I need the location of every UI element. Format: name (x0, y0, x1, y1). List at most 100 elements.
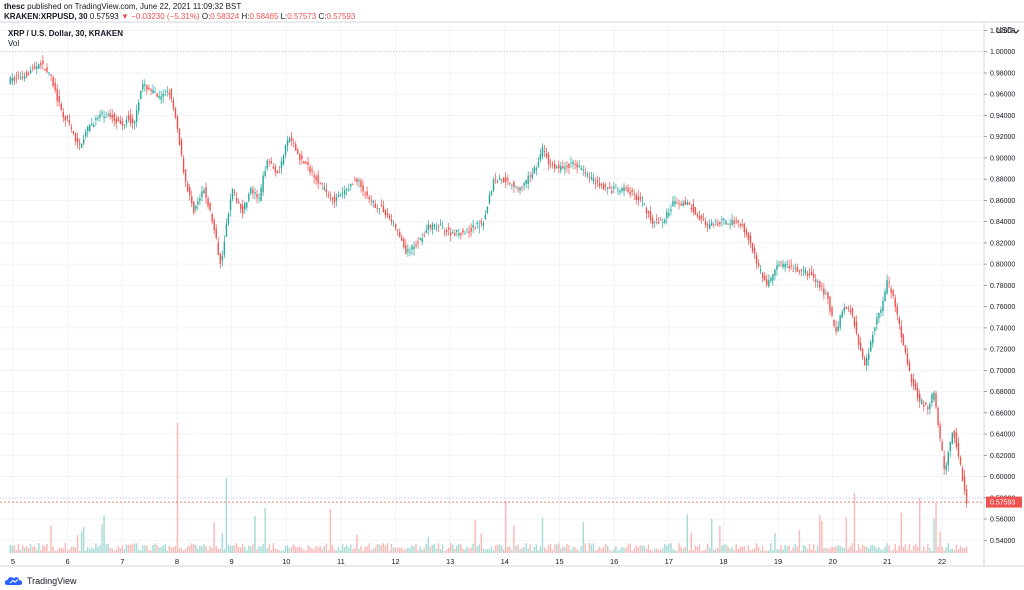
candle-body (213, 220, 215, 231)
candle-body (313, 175, 315, 178)
volume-bar (761, 546, 764, 553)
candle-body (299, 153, 301, 161)
candle-body (741, 223, 744, 226)
volume-bar (509, 546, 511, 553)
candle-body (131, 118, 134, 124)
volume-bar (692, 550, 695, 553)
volume-bar (535, 544, 538, 553)
volume-bar (346, 545, 348, 553)
volume-bar (660, 549, 662, 553)
publish-info: thesc published on TradingView.com, June… (4, 2, 241, 11)
volume-bar (123, 549, 126, 553)
candle-body (611, 191, 613, 193)
candle-body (127, 115, 130, 120)
candle-body (260, 187, 262, 202)
candle-body (737, 220, 739, 223)
candle-body (631, 190, 633, 192)
volume-bar (180, 547, 183, 553)
volume-bar (723, 544, 725, 553)
candle-body (647, 211, 650, 214)
volume-bar (36, 550, 38, 553)
volume-bar (812, 544, 815, 553)
volume-bar (755, 543, 758, 553)
candle-body (268, 161, 270, 162)
volume-bar (366, 546, 368, 553)
price-tick-label: 0.96000 (990, 92, 1015, 99)
ohlc-legend: KRAKEN:XRPUSD, 30 0.57593 ▼ −0.03230 (−5… (4, 12, 355, 21)
candle-body (837, 326, 839, 331)
volume-bar (407, 547, 409, 553)
volume-bar (221, 533, 224, 553)
open-value: 0.58324 (210, 12, 240, 21)
tradingview-brand[interactable]: TradingView (4, 575, 77, 586)
volume-bar (376, 544, 379, 553)
candle-body (906, 353, 909, 364)
volume-bar (468, 548, 470, 553)
currency-label[interactable]: USD (996, 26, 1013, 35)
volume-bar (921, 550, 923, 553)
volume-bar (825, 547, 827, 553)
volume-bar (841, 547, 843, 553)
candle-body (50, 74, 52, 76)
candle-body (209, 202, 211, 211)
candle-body (478, 226, 480, 228)
volume-bar (821, 520, 823, 553)
volume-bar (443, 550, 446, 553)
candle-body (117, 117, 120, 121)
candle-body (672, 201, 674, 207)
volume-bar (737, 548, 739, 553)
currency-dropdown-icon[interactable] (1012, 27, 1020, 35)
volume-bar (574, 547, 576, 553)
candle-body (902, 333, 905, 346)
candle-body (484, 215, 487, 219)
volume-bar (498, 544, 501, 553)
volume-bar (541, 518, 544, 553)
volume-bar (174, 546, 177, 553)
candle-body (674, 201, 676, 205)
candle-body (386, 213, 389, 215)
price-tick-label: 0.78000 (990, 283, 1015, 290)
time-tick-label: 16 (610, 557, 618, 566)
candle-body (965, 489, 968, 504)
candle-body (529, 175, 531, 177)
author-name[interactable]: thesc (4, 2, 25, 11)
volume-bar (25, 545, 28, 553)
volume-bar (148, 550, 150, 553)
volume-bar (945, 547, 947, 553)
candle-body (378, 208, 381, 210)
candle-body (142, 84, 144, 90)
volume-bar (792, 547, 794, 553)
candle-body (188, 187, 191, 196)
volume-bar (462, 548, 464, 553)
volume-bar (329, 509, 332, 553)
candle-body (262, 175, 264, 193)
candle-body (507, 178, 509, 180)
candle-body (166, 91, 168, 92)
candle-body (146, 85, 148, 90)
volume-bar (596, 549, 599, 553)
volume-bar (362, 550, 364, 553)
volume-bar (299, 546, 301, 553)
candle-body (841, 311, 843, 318)
candle-body (399, 231, 401, 238)
volume-bar (876, 548, 878, 553)
candle-body (266, 160, 268, 169)
candle-body (549, 164, 552, 166)
volume-bar (647, 544, 650, 553)
volume-bar (874, 546, 876, 553)
volume-bar (333, 549, 336, 553)
volume-bar (292, 544, 295, 553)
volume-bar (401, 547, 403, 553)
candle-body (808, 273, 811, 275)
candles (9, 55, 968, 508)
volume-bar (325, 543, 328, 553)
candle-body (637, 196, 640, 200)
volume-bar (170, 547, 173, 553)
volume-bar (188, 545, 191, 553)
volume-bar (378, 544, 381, 553)
candle-body (250, 187, 252, 194)
volume-bar (435, 548, 438, 553)
candle-body (798, 270, 801, 272)
volume-bar (244, 547, 246, 553)
